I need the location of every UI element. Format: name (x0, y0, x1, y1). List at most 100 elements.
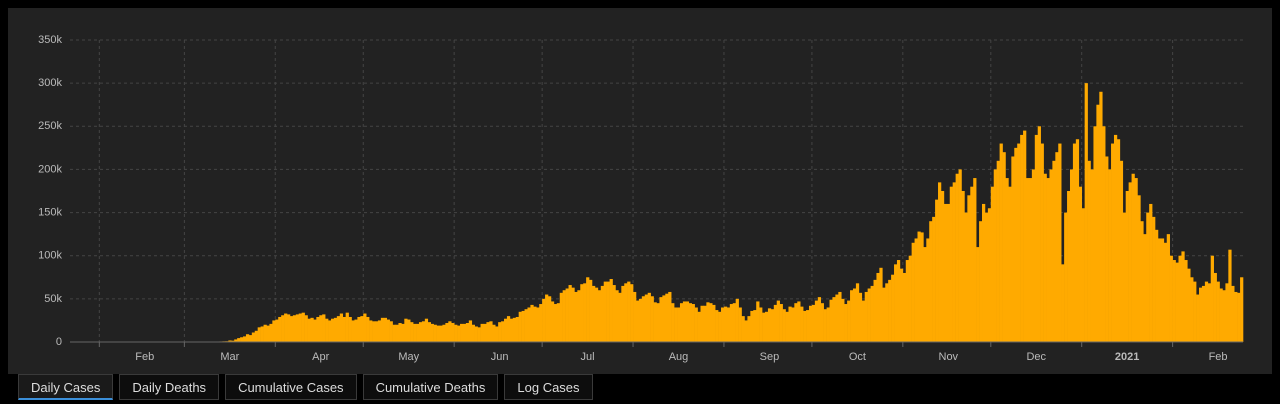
bar (471, 324, 475, 342)
y-tick-label: 0 (56, 336, 62, 348)
bar (935, 199, 939, 342)
bar (691, 304, 695, 342)
bar (1122, 212, 1126, 342)
bar (668, 291, 672, 342)
bar (765, 311, 769, 342)
bar (621, 285, 625, 342)
tab[interactable]: Cumulative Deaths (362, 374, 499, 400)
bar (677, 307, 681, 342)
bar (820, 303, 824, 342)
bar (955, 173, 959, 342)
bar (342, 316, 346, 342)
bar (747, 316, 751, 342)
bar (1011, 156, 1015, 342)
x-tick-label: Aug (669, 351, 689, 363)
bar (1234, 291, 1238, 342)
bar (512, 317, 517, 342)
bar (504, 318, 508, 342)
bar (1043, 173, 1047, 342)
bar (882, 287, 886, 342)
bar (448, 321, 452, 342)
tab[interactable]: Daily Cases (18, 374, 114, 400)
bar (1067, 191, 1071, 342)
bar (568, 285, 572, 342)
bar (284, 313, 288, 342)
bar (832, 297, 836, 342)
bar (580, 284, 584, 342)
bar (817, 297, 822, 342)
y-tick-label: 150k (38, 206, 62, 218)
bar (767, 308, 772, 342)
bar (638, 298, 643, 342)
bar (506, 316, 511, 342)
bar (1046, 178, 1050, 342)
bar (603, 281, 607, 342)
bar (489, 321, 493, 342)
bar (615, 290, 619, 342)
bar (577, 290, 581, 342)
bar (861, 300, 866, 342)
bar (682, 301, 687, 342)
bar (671, 303, 675, 342)
bar (515, 316, 519, 342)
bar (841, 298, 845, 342)
bar (943, 203, 948, 342)
bar (597, 290, 602, 342)
bar (867, 288, 871, 342)
bar (635, 300, 640, 342)
tab[interactable]: Cumulative Cases (225, 374, 357, 400)
bar (653, 302, 657, 342)
bar (333, 317, 338, 342)
x-tick-label: Mar (220, 351, 239, 363)
bar (530, 304, 534, 342)
bar (1116, 139, 1121, 342)
bar (380, 317, 385, 342)
bar (773, 304, 778, 342)
bar (1099, 91, 1103, 343)
bar (885, 283, 889, 342)
bar (627, 281, 631, 342)
bar (612, 285, 616, 342)
bar (1146, 212, 1150, 342)
y-tick-label: 300k (38, 77, 62, 89)
y-tick-label: 250k (38, 120, 62, 132)
bar (967, 195, 971, 342)
bar (401, 323, 405, 342)
bar (495, 326, 499, 342)
bar (662, 295, 666, 342)
bar (973, 178, 977, 342)
bar (800, 306, 804, 342)
bar (360, 316, 364, 342)
bar (1207, 283, 1212, 342)
bar (594, 287, 599, 342)
bar (630, 284, 634, 342)
bar (1160, 238, 1165, 342)
bar (920, 232, 924, 342)
bar (1049, 169, 1053, 342)
bar (1163, 242, 1168, 342)
bar (586, 277, 590, 342)
y-tick-label: 350k (38, 34, 62, 46)
bar (970, 186, 974, 342)
bar (1096, 104, 1100, 342)
bar (1093, 126, 1097, 343)
bar (929, 221, 933, 342)
bar (547, 296, 552, 342)
bar (591, 285, 596, 342)
bar (723, 306, 728, 342)
bar (260, 326, 264, 342)
tab[interactable]: Log Cases (504, 374, 593, 400)
bar (850, 290, 854, 342)
bar (712, 304, 716, 342)
bar (624, 283, 628, 342)
bar (1190, 277, 1194, 342)
bar (703, 305, 707, 342)
bar (336, 316, 341, 342)
tab[interactable]: Daily Deaths (119, 374, 220, 400)
bar (245, 334, 250, 342)
bar (1199, 287, 1203, 342)
bar (357, 316, 361, 342)
bar (354, 319, 358, 342)
bar (1052, 160, 1056, 342)
bar (1169, 255, 1173, 342)
